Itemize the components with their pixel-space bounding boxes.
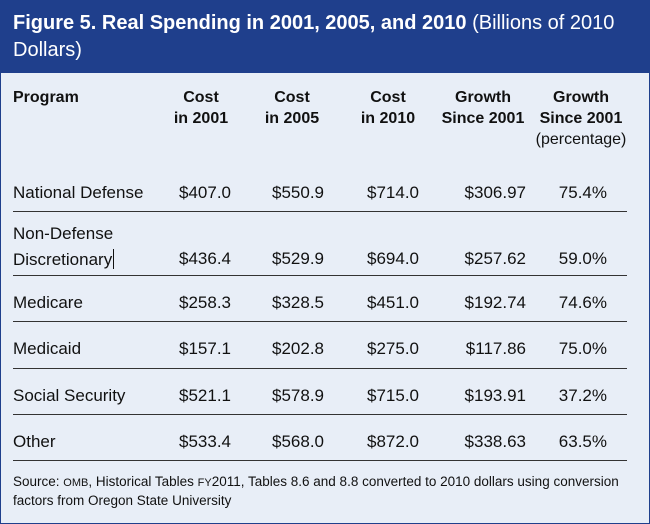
row-cost-2010: $872.0 bbox=[367, 432, 419, 451]
header-cost-2010-line2: in 2010 bbox=[360, 110, 416, 127]
source-fy: FY bbox=[197, 477, 212, 489]
header-growth: Growth Since 2001 bbox=[433, 87, 533, 129]
row-cost-2010: $714.0 bbox=[367, 183, 419, 202]
row-divider bbox=[13, 368, 627, 369]
row-growth: $117.86 bbox=[465, 339, 526, 358]
row-program: Medicare bbox=[13, 293, 83, 312]
header-growth-pct: Growth Since 2001 (percentage) bbox=[531, 87, 631, 150]
header-cost-2005-line1: Cost bbox=[274, 89, 310, 106]
row-divider bbox=[13, 275, 627, 276]
header-program-label: Program bbox=[13, 89, 79, 106]
row-cost-2010: $451.0 bbox=[367, 293, 419, 312]
source-mid: , Historical Tables bbox=[88, 474, 198, 489]
row-program-line2: Discretionary bbox=[13, 249, 115, 270]
row-growth-pct: 37.2% bbox=[558, 386, 607, 405]
row-divider bbox=[13, 211, 627, 212]
row-cost-2001: $533.4 bbox=[179, 432, 231, 451]
row-cost-2010: $275.0 bbox=[367, 339, 419, 358]
row-program: Other bbox=[13, 432, 56, 451]
figure-title: Figure 5. Real Spending in 2001, 2005, a… bbox=[1, 1, 649, 73]
source-rest: 2011, Tables 8.6 and 8.8 converted to 20… bbox=[13, 474, 619, 508]
figure-title-main: Figure 5. Real Spending in 2001, 2005, a… bbox=[13, 12, 467, 34]
header-cost-2001: Cost in 2001 bbox=[161, 87, 241, 129]
header-growth-pct-line2: Since 2001 bbox=[539, 110, 623, 127]
row-growth-pct: 63.5% bbox=[558, 432, 607, 451]
row-program: Social Security bbox=[13, 386, 126, 405]
row-cost-2005: $578.9 bbox=[272, 386, 324, 405]
source-omb: OMB bbox=[63, 477, 89, 489]
row-growth-pct: 75.4% bbox=[558, 183, 607, 202]
text-cursor bbox=[113, 249, 115, 269]
header-cost-2010-line1: Cost bbox=[370, 89, 406, 106]
row-cost-2001: $258.3 bbox=[179, 293, 231, 312]
row-program: Medicaid bbox=[13, 339, 82, 358]
header-growth-line2: Since 2001 bbox=[441, 110, 525, 127]
header-cost-2005: Cost in 2005 bbox=[252, 87, 332, 129]
row-cost-2005: $550.9 bbox=[272, 183, 324, 202]
row-cost-2005: $529.9 bbox=[272, 249, 324, 268]
row-cost-2010: $694.0 bbox=[367, 249, 419, 268]
row-growth: $257.62 bbox=[464, 249, 526, 268]
row-program-line2-text: Discretionary bbox=[13, 250, 113, 269]
row-cost-2010: $715.0 bbox=[367, 386, 419, 405]
header-growth-pct-line1: Growth bbox=[553, 89, 609, 106]
row-divider bbox=[13, 321, 627, 322]
source-prefix: Source: bbox=[13, 474, 64, 489]
header-program: Program bbox=[13, 87, 79, 108]
row-cost-2005: $328.5 bbox=[272, 293, 324, 312]
header-cost-2010: Cost in 2010 bbox=[348, 87, 428, 129]
header-cost-2001-line1: Cost bbox=[183, 89, 219, 106]
row-divider bbox=[13, 460, 627, 461]
figure-title-units: (Billions of 2010 Dollars) bbox=[13, 12, 615, 61]
header-cost-2001-line2: in 2001 bbox=[173, 110, 229, 127]
row-growth-pct: 59.0% bbox=[558, 249, 607, 268]
header-growth-line1: Growth bbox=[455, 89, 511, 106]
row-growth: $338.63 bbox=[464, 432, 526, 451]
row-growth-pct: 75.0% bbox=[558, 339, 607, 358]
row-growth-pct: 74.6% bbox=[558, 293, 607, 312]
row-cost-2001: $157.1 bbox=[179, 339, 231, 358]
row-cost-2005: $202.8 bbox=[272, 339, 324, 358]
row-growth: $193.91 bbox=[464, 386, 526, 405]
row-program-line1: Non-Defense bbox=[13, 224, 114, 243]
row-cost-2005: $568.0 bbox=[272, 432, 324, 451]
source-note: Source: OMB, Historical Tables FY2011, T… bbox=[13, 473, 633, 510]
row-growth: $306.97 bbox=[464, 183, 526, 202]
row-cost-2001: $521.1 bbox=[179, 386, 231, 405]
row-cost-2001: $436.4 bbox=[179, 249, 231, 268]
row-growth: $192.74 bbox=[464, 293, 526, 312]
header-cost-2005-line2: in 2005 bbox=[264, 110, 320, 127]
header-growth-pct-line3: (percentage) bbox=[535, 131, 627, 148]
row-divider bbox=[13, 414, 627, 415]
row-cost-2001: $407.0 bbox=[179, 183, 231, 202]
row-program: National Defense bbox=[13, 183, 144, 202]
